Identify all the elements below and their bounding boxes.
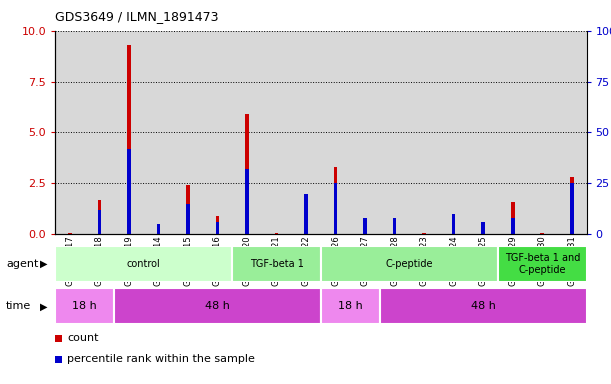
Bar [262, 31, 291, 234]
Bar [380, 31, 409, 234]
Bar [422, 233, 426, 234]
Bar [409, 31, 439, 234]
Bar [481, 233, 485, 234]
Bar [469, 31, 498, 234]
Bar [98, 210, 101, 234]
Bar [127, 149, 131, 234]
Bar [232, 246, 321, 282]
Text: TGF-beta 1: TGF-beta 1 [249, 259, 304, 269]
Bar [216, 216, 219, 234]
Bar [186, 185, 189, 234]
Bar [452, 214, 455, 234]
Bar [98, 200, 101, 234]
Bar [511, 218, 514, 234]
Bar [527, 31, 557, 234]
Text: percentile rank within the sample: percentile rank within the sample [67, 354, 255, 364]
Bar [275, 233, 278, 234]
Bar [511, 202, 514, 234]
Bar [364, 218, 367, 234]
Text: control: control [126, 259, 161, 269]
Bar [156, 224, 160, 234]
Bar [203, 31, 232, 234]
Bar [570, 177, 574, 234]
Bar [570, 184, 574, 234]
Bar [439, 31, 469, 234]
Bar [557, 31, 587, 234]
Bar [393, 233, 397, 234]
Bar [452, 214, 455, 234]
Bar [55, 288, 114, 324]
Bar [127, 45, 131, 234]
Bar [291, 31, 321, 234]
Bar [481, 222, 485, 234]
Bar [232, 31, 262, 234]
Bar [380, 288, 587, 324]
Bar [364, 233, 367, 234]
Text: C-peptide: C-peptide [386, 259, 433, 269]
Text: ▶: ▶ [40, 259, 47, 269]
Bar [334, 184, 337, 234]
Text: ▶: ▶ [40, 301, 47, 311]
Bar [114, 31, 144, 234]
Bar [498, 31, 527, 234]
Bar [68, 233, 71, 234]
Bar [245, 169, 249, 234]
Bar [84, 31, 114, 234]
Bar [216, 222, 219, 234]
Bar [173, 31, 203, 234]
Text: 48 h: 48 h [205, 301, 230, 311]
Text: 18 h: 18 h [338, 301, 363, 311]
Bar [321, 31, 350, 234]
Bar [55, 246, 232, 282]
Text: time: time [6, 301, 31, 311]
Bar [498, 246, 587, 282]
Text: TGF-beta 1 and
C-peptide: TGF-beta 1 and C-peptide [505, 253, 580, 275]
Bar [393, 218, 397, 234]
Bar [186, 204, 189, 234]
Text: 18 h: 18 h [72, 301, 97, 311]
Text: GDS3649 / ILMN_1891473: GDS3649 / ILMN_1891473 [55, 10, 219, 23]
Bar [541, 233, 544, 234]
Bar [350, 31, 380, 234]
Bar [304, 194, 308, 234]
Bar [55, 31, 84, 234]
Bar [321, 288, 380, 324]
Bar [156, 233, 160, 234]
Bar [245, 114, 249, 234]
Bar [304, 206, 308, 234]
Bar [334, 167, 337, 234]
Text: 48 h: 48 h [470, 301, 496, 311]
Text: count: count [67, 333, 99, 343]
Text: agent: agent [6, 259, 38, 269]
Bar [144, 31, 173, 234]
Bar [321, 246, 498, 282]
Bar [114, 288, 321, 324]
